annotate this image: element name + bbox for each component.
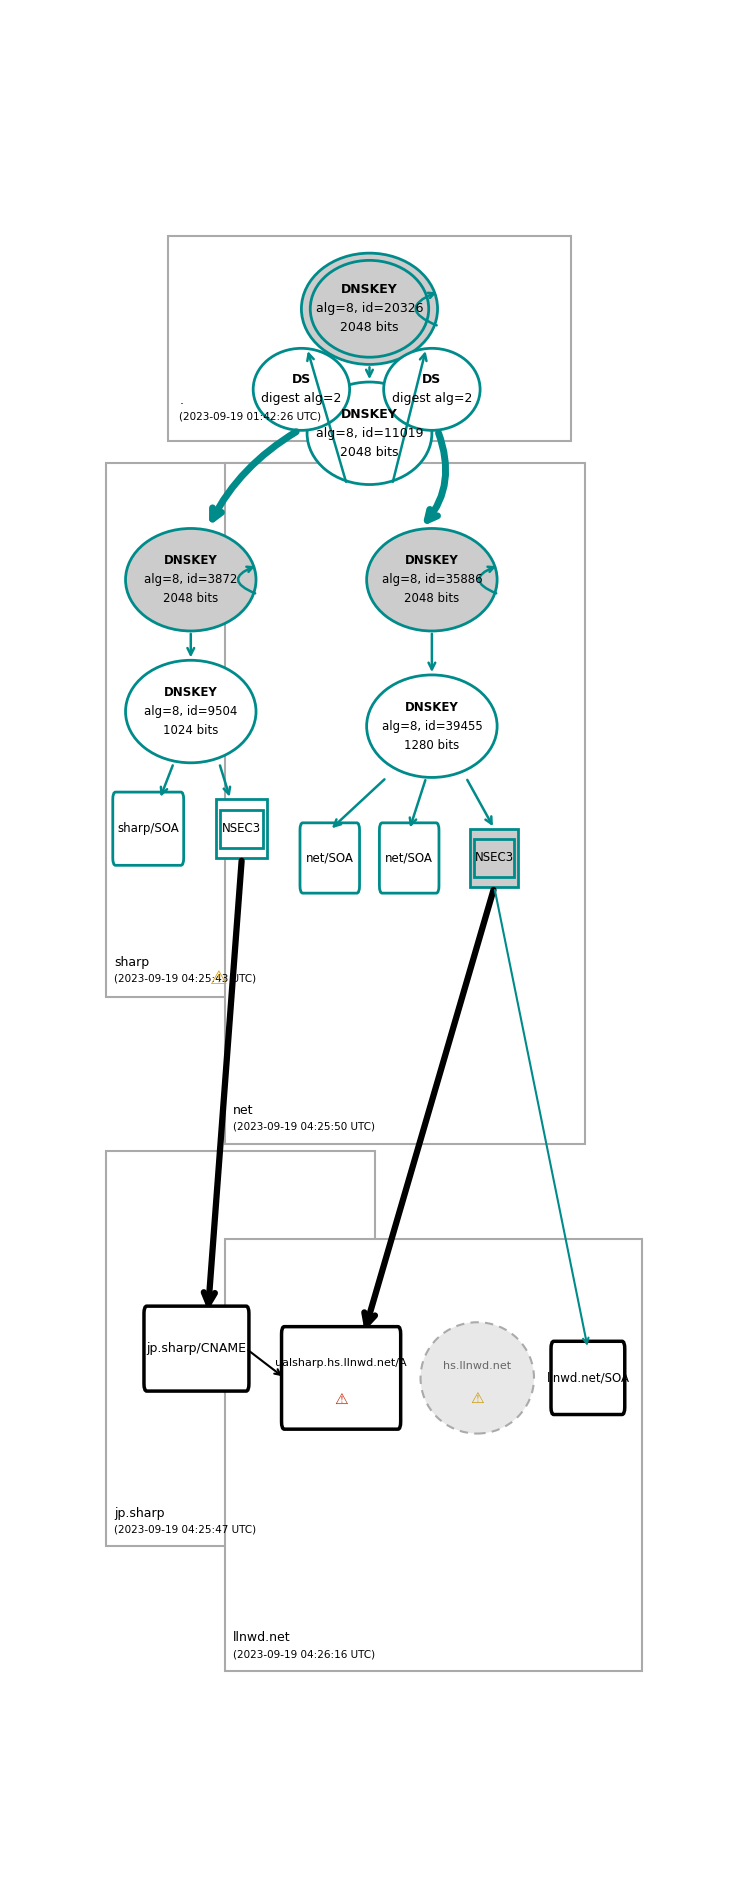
Text: alg=8, id=9504: alg=8, id=9504 bbox=[144, 706, 237, 719]
FancyBboxPatch shape bbox=[105, 1151, 376, 1546]
FancyBboxPatch shape bbox=[225, 462, 585, 1143]
Ellipse shape bbox=[253, 348, 350, 430]
Text: DNSKEY: DNSKEY bbox=[405, 553, 459, 567]
Text: DS: DS bbox=[292, 373, 311, 386]
FancyBboxPatch shape bbox=[113, 791, 184, 865]
FancyBboxPatch shape bbox=[144, 1307, 249, 1390]
Text: ualsharp.hs.llnwd.net/A: ualsharp.hs.llnwd.net/A bbox=[275, 1358, 407, 1368]
Text: net/SOA: net/SOA bbox=[385, 852, 433, 865]
Text: sharp: sharp bbox=[114, 957, 149, 970]
Ellipse shape bbox=[126, 660, 256, 763]
Text: llnwd.net: llnwd.net bbox=[234, 1632, 291, 1645]
FancyBboxPatch shape bbox=[282, 1328, 400, 1428]
Text: 2048 bits: 2048 bits bbox=[163, 592, 218, 605]
Text: digest alg=2: digest alg=2 bbox=[261, 392, 342, 405]
Text: sharp/SOA: sharp/SOA bbox=[117, 822, 179, 835]
Text: DS: DS bbox=[422, 373, 441, 386]
Ellipse shape bbox=[420, 1322, 534, 1434]
Text: 2048 bits: 2048 bits bbox=[404, 592, 460, 605]
Text: DNSKEY: DNSKEY bbox=[405, 700, 459, 713]
Text: net/SOA: net/SOA bbox=[306, 852, 354, 865]
Text: NSEC3: NSEC3 bbox=[223, 822, 261, 835]
Text: alg=8, id=3872: alg=8, id=3872 bbox=[144, 573, 237, 586]
Text: hs.llnwd.net: hs.llnwd.net bbox=[443, 1362, 512, 1371]
FancyBboxPatch shape bbox=[300, 824, 359, 894]
Text: 2048 bits: 2048 bits bbox=[340, 445, 399, 458]
Text: alg=8, id=11019: alg=8, id=11019 bbox=[315, 426, 423, 439]
Text: digest alg=2: digest alg=2 bbox=[392, 392, 472, 405]
Text: DNSKEY: DNSKEY bbox=[164, 687, 217, 700]
Text: 2048 bits: 2048 bits bbox=[340, 321, 399, 335]
Text: .: . bbox=[179, 394, 184, 407]
FancyBboxPatch shape bbox=[105, 462, 376, 997]
Text: net: net bbox=[234, 1105, 254, 1116]
FancyBboxPatch shape bbox=[225, 1238, 642, 1670]
Text: (2023-09-19 04:25:47 UTC): (2023-09-19 04:25:47 UTC) bbox=[114, 1525, 256, 1535]
Text: jp.sharp: jp.sharp bbox=[114, 1506, 165, 1520]
Text: (2023-09-19 04:25:50 UTC): (2023-09-19 04:25:50 UTC) bbox=[234, 1122, 376, 1132]
FancyBboxPatch shape bbox=[168, 236, 571, 441]
Text: jp.sharp/CNAME: jp.sharp/CNAME bbox=[146, 1343, 247, 1354]
FancyBboxPatch shape bbox=[470, 829, 518, 888]
Text: DNSKEY: DNSKEY bbox=[341, 283, 398, 297]
Text: ⚠: ⚠ bbox=[210, 970, 228, 989]
Text: (2023-09-19 04:25:43 UTC): (2023-09-19 04:25:43 UTC) bbox=[114, 974, 256, 983]
Text: DNSKEY: DNSKEY bbox=[164, 553, 217, 567]
Text: llnwd.net/SOA: llnwd.net/SOA bbox=[546, 1371, 630, 1385]
FancyBboxPatch shape bbox=[217, 799, 267, 858]
FancyBboxPatch shape bbox=[551, 1341, 625, 1415]
Text: alg=8, id=20326: alg=8, id=20326 bbox=[315, 302, 423, 316]
Text: (2023-09-19 01:42:26 UTC): (2023-09-19 01:42:26 UTC) bbox=[179, 411, 321, 422]
Ellipse shape bbox=[302, 253, 438, 365]
FancyBboxPatch shape bbox=[379, 824, 439, 894]
Text: 1024 bits: 1024 bits bbox=[163, 725, 218, 738]
Ellipse shape bbox=[126, 529, 256, 631]
Ellipse shape bbox=[367, 529, 497, 631]
Ellipse shape bbox=[384, 348, 480, 430]
Ellipse shape bbox=[367, 675, 497, 778]
Text: NSEC3: NSEC3 bbox=[475, 852, 514, 865]
Text: DNSKEY: DNSKEY bbox=[341, 407, 398, 420]
Text: (2023-09-19 04:26:16 UTC): (2023-09-19 04:26:16 UTC) bbox=[234, 1649, 376, 1659]
Text: ⚠: ⚠ bbox=[335, 1392, 348, 1407]
Text: alg=8, id=39455: alg=8, id=39455 bbox=[381, 719, 482, 732]
Text: 1280 bits: 1280 bits bbox=[404, 738, 460, 751]
Text: alg=8, id=35886: alg=8, id=35886 bbox=[381, 573, 482, 586]
Ellipse shape bbox=[307, 382, 432, 485]
Text: ⚠: ⚠ bbox=[471, 1390, 484, 1406]
